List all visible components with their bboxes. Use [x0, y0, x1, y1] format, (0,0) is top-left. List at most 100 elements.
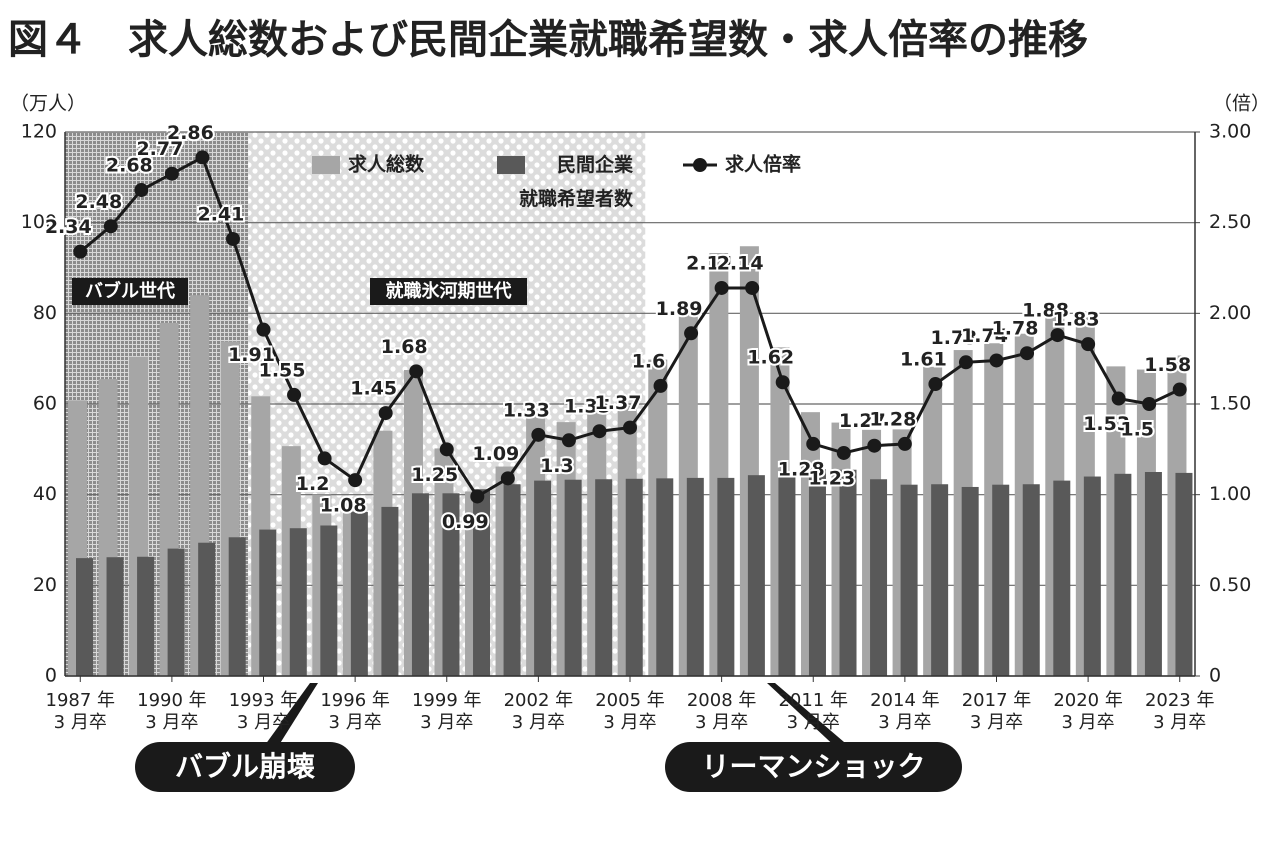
era-label: 就職氷河期世代 — [386, 280, 512, 302]
data-label: 1.61 — [900, 349, 947, 371]
x-tick-label: 2008 年 3 月卒 — [686, 690, 757, 733]
y2-tick-label: 2.50 — [1209, 211, 1251, 233]
bar — [992, 484, 1010, 676]
data-label: 1.62 — [747, 347, 794, 369]
bar — [350, 511, 368, 676]
line-marker — [470, 489, 485, 504]
data-label: 1.35 — [564, 396, 611, 418]
line-marker — [409, 364, 424, 379]
x-tick-label: 2014 年 3 月卒 — [870, 690, 940, 733]
data-label: 2.41 — [198, 203, 245, 225]
line-marker — [1050, 328, 1065, 343]
line-marker — [73, 244, 88, 259]
data-label: 1.5 — [1120, 419, 1154, 441]
bar — [473, 489, 491, 676]
data-label: 1.33 — [503, 399, 550, 421]
x-tick-label: 2023 年 3 月卒 — [1144, 690, 1215, 733]
y2-tick-label: 0 — [1209, 665, 1221, 687]
line-marker — [378, 406, 393, 421]
bar — [1083, 476, 1101, 676]
legend-label: 求人総数 — [348, 153, 425, 176]
data-label: 1.3 — [540, 455, 574, 477]
data-label: 2.68 — [106, 155, 153, 177]
bar — [1022, 484, 1040, 676]
line-marker — [287, 387, 302, 402]
data-label: 1.6 — [632, 350, 666, 372]
bar — [900, 484, 918, 676]
data-label: 1.08 — [320, 495, 367, 517]
era-label-bg — [72, 278, 188, 305]
line-marker — [256, 322, 271, 337]
y-tick-label: 100 — [21, 211, 57, 233]
bar — [106, 557, 124, 676]
line-marker — [348, 473, 363, 488]
line-marker — [623, 420, 637, 435]
bar — [167, 548, 185, 676]
legend-swatch — [497, 156, 525, 174]
bar — [931, 484, 949, 676]
data-label: 2.77 — [136, 138, 183, 160]
line-marker — [439, 442, 454, 457]
callout-label: バブル崩壊 — [175, 750, 315, 783]
y2-axis-label: （倍） — [1213, 93, 1270, 115]
data-label: 2.86 — [167, 122, 214, 144]
bar — [320, 525, 338, 676]
callout-label: リーマンショック — [701, 750, 925, 783]
x-tick-label: 2002 年 3 月卒 — [503, 690, 574, 733]
line-marker — [897, 436, 912, 451]
callout-bg — [665, 742, 962, 792]
x-tick-label: 1987 年 3 月卒 — [45, 690, 116, 733]
data-label: 1.23 — [808, 467, 855, 489]
line-marker — [1172, 382, 1187, 397]
data-label: 1.78 — [992, 318, 1039, 340]
bar — [442, 493, 460, 676]
bar — [411, 493, 429, 676]
bar — [686, 477, 704, 676]
bar — [76, 558, 93, 676]
line-marker — [164, 166, 179, 181]
y-tick-label: 80 — [33, 302, 57, 324]
callout-pointer — [265, 683, 318, 745]
line-marker — [1111, 391, 1126, 406]
line-marker — [867, 438, 882, 453]
y2-tick-label: 3.00 — [1209, 121, 1251, 143]
line-marker — [714, 280, 729, 295]
data-label: 2.14 — [717, 252, 764, 274]
bar — [228, 537, 246, 676]
y-tick-label: 60 — [33, 393, 57, 415]
line-marker — [745, 280, 760, 295]
data-label: 1.55 — [259, 359, 306, 381]
line-marker — [775, 375, 790, 390]
data-label: 0.99 — [442, 511, 489, 533]
bar — [381, 506, 399, 676]
line-marker — [195, 150, 210, 165]
x-tick-label: 1999 年 3 月卒 — [411, 690, 482, 733]
data-label: 1.89 — [656, 298, 703, 320]
x-tick-label: 2020 年 3 月卒 — [1053, 690, 1123, 733]
line-marker — [1081, 337, 1096, 352]
y-axis-label: （万人） — [10, 93, 86, 115]
bar — [564, 479, 582, 676]
legend-label: 民間企業 就職希望者数 — [518, 154, 633, 210]
data-label: 2.48 — [75, 191, 122, 213]
bar — [778, 473, 796, 676]
x-tick-label: 1996 年 3 月卒 — [320, 690, 390, 733]
callout-pointer — [767, 683, 848, 745]
line-marker — [806, 436, 821, 451]
legend-marker — [693, 158, 707, 172]
chart-title: 図４ 求人総数および民間企業就職希望数・求人倍率の推移 — [8, 17, 1088, 63]
data-label: 1.27 — [839, 410, 886, 432]
bar — [870, 479, 888, 676]
bar — [747, 475, 765, 676]
bar — [198, 542, 216, 676]
y-tick-label: 120 — [21, 121, 57, 143]
bar — [1114, 473, 1132, 676]
data-label: 1.25 — [411, 464, 458, 486]
line-marker — [684, 326, 699, 341]
line-marker — [225, 231, 240, 246]
data-label: 1.09 — [472, 443, 519, 465]
data-label: 1.53 — [1083, 413, 1130, 435]
data-label: 1.74 — [961, 325, 1008, 347]
